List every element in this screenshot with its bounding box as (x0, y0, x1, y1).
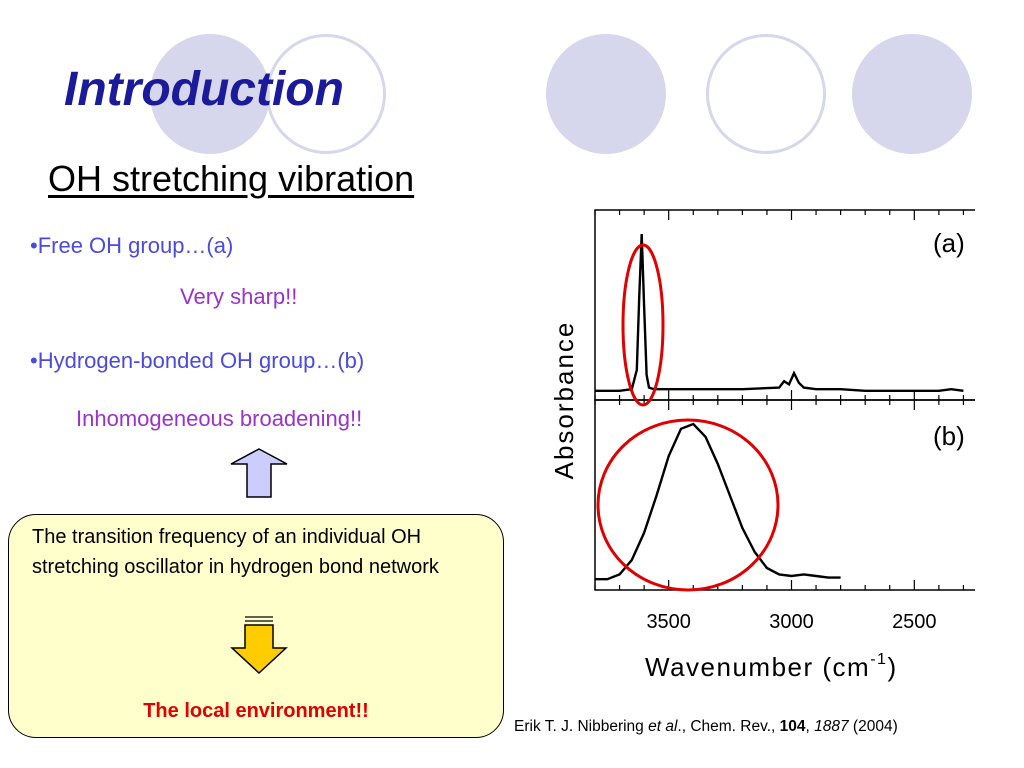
bullet-hbonded-oh: •Hydrogen-bonded OH group…(b) (30, 348, 365, 373)
panel-label-a: (a) (933, 228, 965, 258)
decor-circle-2 (266, 34, 386, 154)
citation-authors: Erik T. J. Nibbering (514, 718, 649, 735)
slide-title: Introduction (64, 63, 344, 116)
down-arrow-icon (230, 616, 288, 675)
decor-circle-1 (150, 34, 270, 154)
decor-circle-3 (546, 34, 666, 154)
up-arrow-icon (230, 448, 288, 498)
slide-subtitle: OH stretching vibration (48, 158, 415, 199)
x-axis-label-main: Wavenumber (cm (645, 652, 870, 682)
note-very-sharp: Very sharp!! (180, 284, 298, 309)
highlight-ellipse-a (621, 243, 665, 407)
x-tick-label: 3500 (646, 611, 691, 633)
callout-conclusion: The local environment!! (143, 700, 369, 722)
citation-journal: ., Chem. Rev., (677, 718, 780, 735)
ir-spectrum-chart: (a) (b) 3500 3000 2500 Absorbance Wavenumb… (549, 209, 975, 682)
panel-a-frame (594, 209, 975, 401)
highlight-ellipse-b (596, 418, 780, 592)
x-tick-label: 3000 (769, 611, 814, 633)
x-axis-label: Wavenumber (cm-1) (645, 651, 898, 682)
panel-label-b: (b) (933, 421, 965, 451)
series-line-a (595, 233, 964, 392)
citation-volume: 104 (779, 718, 806, 735)
citation-sep: , (805, 718, 815, 735)
citation-etal: et al (648, 718, 678, 735)
series-line-b (595, 422, 841, 581)
decor-circle-4 (706, 34, 826, 154)
citation: Erik T. J. Nibbering et al., Chem. Rev.,… (514, 718, 898, 736)
citation-year: (2004) (848, 718, 898, 735)
x-axis-label-close: ) (887, 652, 897, 682)
x-tick-label: 2500 (892, 611, 937, 633)
axis-ticks (594, 210, 965, 590)
citation-pages: 1887 (814, 718, 849, 735)
callout-text: The transition frequency of an individua… (32, 526, 439, 578)
decor-circle-5 (852, 34, 972, 154)
note-inhomogeneous: Inhomogeneous broadening!! (76, 406, 363, 431)
bullet-free-oh: •Free OH group…(a) (30, 233, 234, 258)
y-axis-label: Absorbance (549, 321, 579, 480)
x-axis-label-sup: -1 (870, 651, 887, 668)
